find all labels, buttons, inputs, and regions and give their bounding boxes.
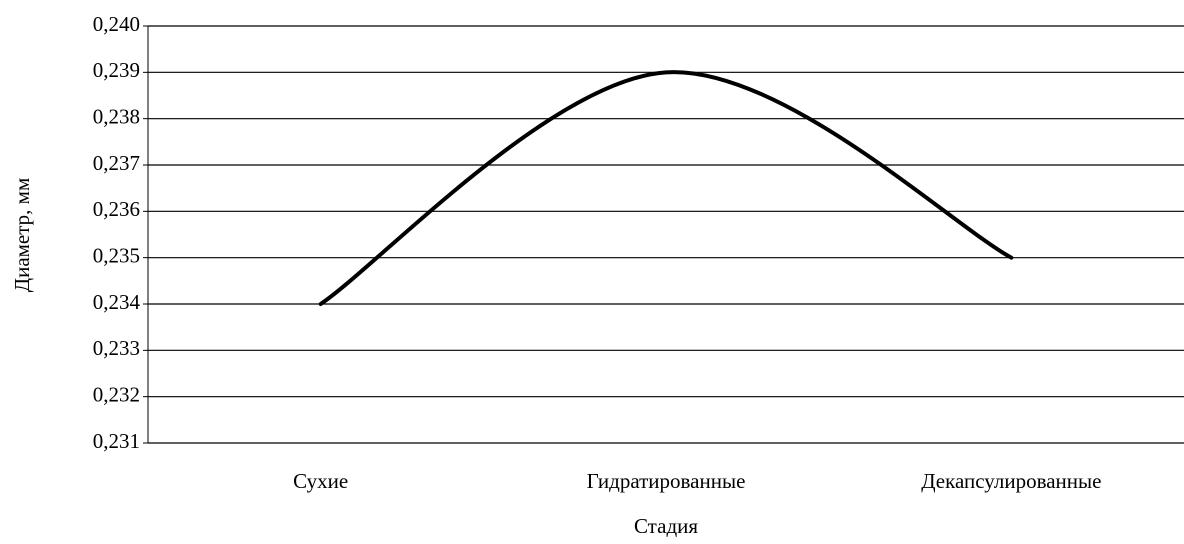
- y-tick-label: 0,232: [93, 382, 140, 406]
- x-tick-label: Сухие: [293, 469, 348, 493]
- y-tick-label: 0,237: [93, 151, 140, 175]
- x-tick-label: Гидратированные: [587, 469, 746, 493]
- data-line: [318, 70, 1014, 306]
- y-tick-label: 0,235: [93, 243, 140, 267]
- y-tick-label: 0,239: [93, 58, 140, 82]
- y-tick-label: 0,236: [93, 197, 140, 221]
- y-tick-label: 0,233: [93, 336, 140, 360]
- y-tick-label: 0,231: [93, 429, 140, 453]
- y-tick-label: 0,234: [93, 290, 141, 314]
- y-tick-label: 0,240: [93, 12, 140, 36]
- y-tick-label: 0,238: [93, 104, 140, 128]
- x-axis-title: Стадия: [634, 514, 698, 538]
- y-axis-title: Диаметр, мм: [10, 178, 34, 293]
- x-tick-label: Декапсулированные: [921, 469, 1101, 493]
